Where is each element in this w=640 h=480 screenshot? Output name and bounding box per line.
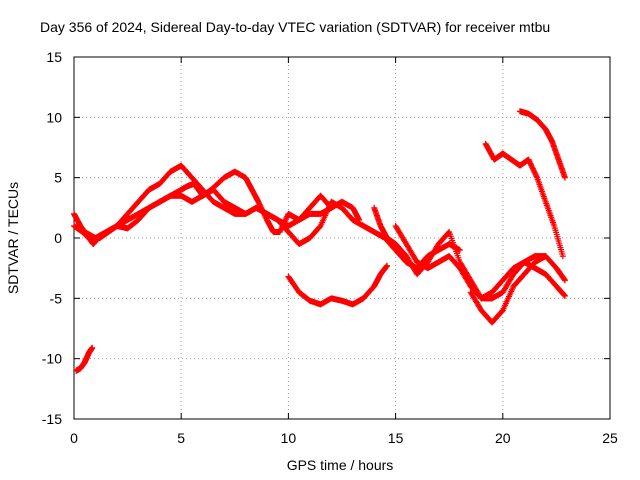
y-tick-label: -5 — [50, 290, 63, 306]
x-tick-label: 5 — [177, 430, 185, 446]
x-tick-labels: 0 5 10 15 20 25 — [70, 430, 618, 446]
data-point — [542, 253, 549, 260]
x-tick-label: 0 — [70, 430, 78, 446]
x-tick-label: 15 — [388, 430, 404, 446]
data-point — [561, 277, 568, 284]
y-tick-label: 0 — [54, 230, 62, 246]
x-tick-label: 25 — [602, 430, 618, 446]
x-axis-label: GPS time / hours — [287, 457, 394, 473]
data-point — [456, 247, 463, 254]
data-point — [560, 291, 567, 298]
data-point — [384, 262, 391, 269]
series-arc-i — [482, 140, 566, 260]
data-point — [561, 292, 568, 299]
y-tick-label: -15 — [42, 411, 62, 427]
data-point — [533, 173, 540, 180]
data-point — [559, 253, 566, 260]
y-tick-label: 5 — [54, 170, 62, 186]
data-point — [561, 276, 568, 283]
x-tick-label: 20 — [495, 430, 511, 446]
data-point — [561, 292, 568, 299]
y-tick-labels: -15 -10 -5 0 5 10 15 — [42, 49, 62, 427]
series-arc-j — [516, 108, 568, 181]
data-point — [561, 174, 568, 181]
series-arc-d — [73, 344, 96, 374]
x-tick-label: 10 — [281, 430, 297, 446]
data-points — [71, 108, 568, 374]
y-tick-label: 10 — [46, 109, 62, 125]
axis-ticks — [73, 56, 611, 420]
series-arc-e — [285, 262, 391, 308]
chart-title: Day 356 of 2024, Sidereal Day-to-day VTE… — [40, 19, 550, 35]
y-axis-label: SDTVAR / TECUs — [5, 182, 21, 294]
y-tick-label: 15 — [46, 49, 62, 65]
data-point — [89, 344, 96, 351]
y-tick-label: -10 — [42, 351, 62, 367]
series-arc-h — [467, 253, 549, 326]
